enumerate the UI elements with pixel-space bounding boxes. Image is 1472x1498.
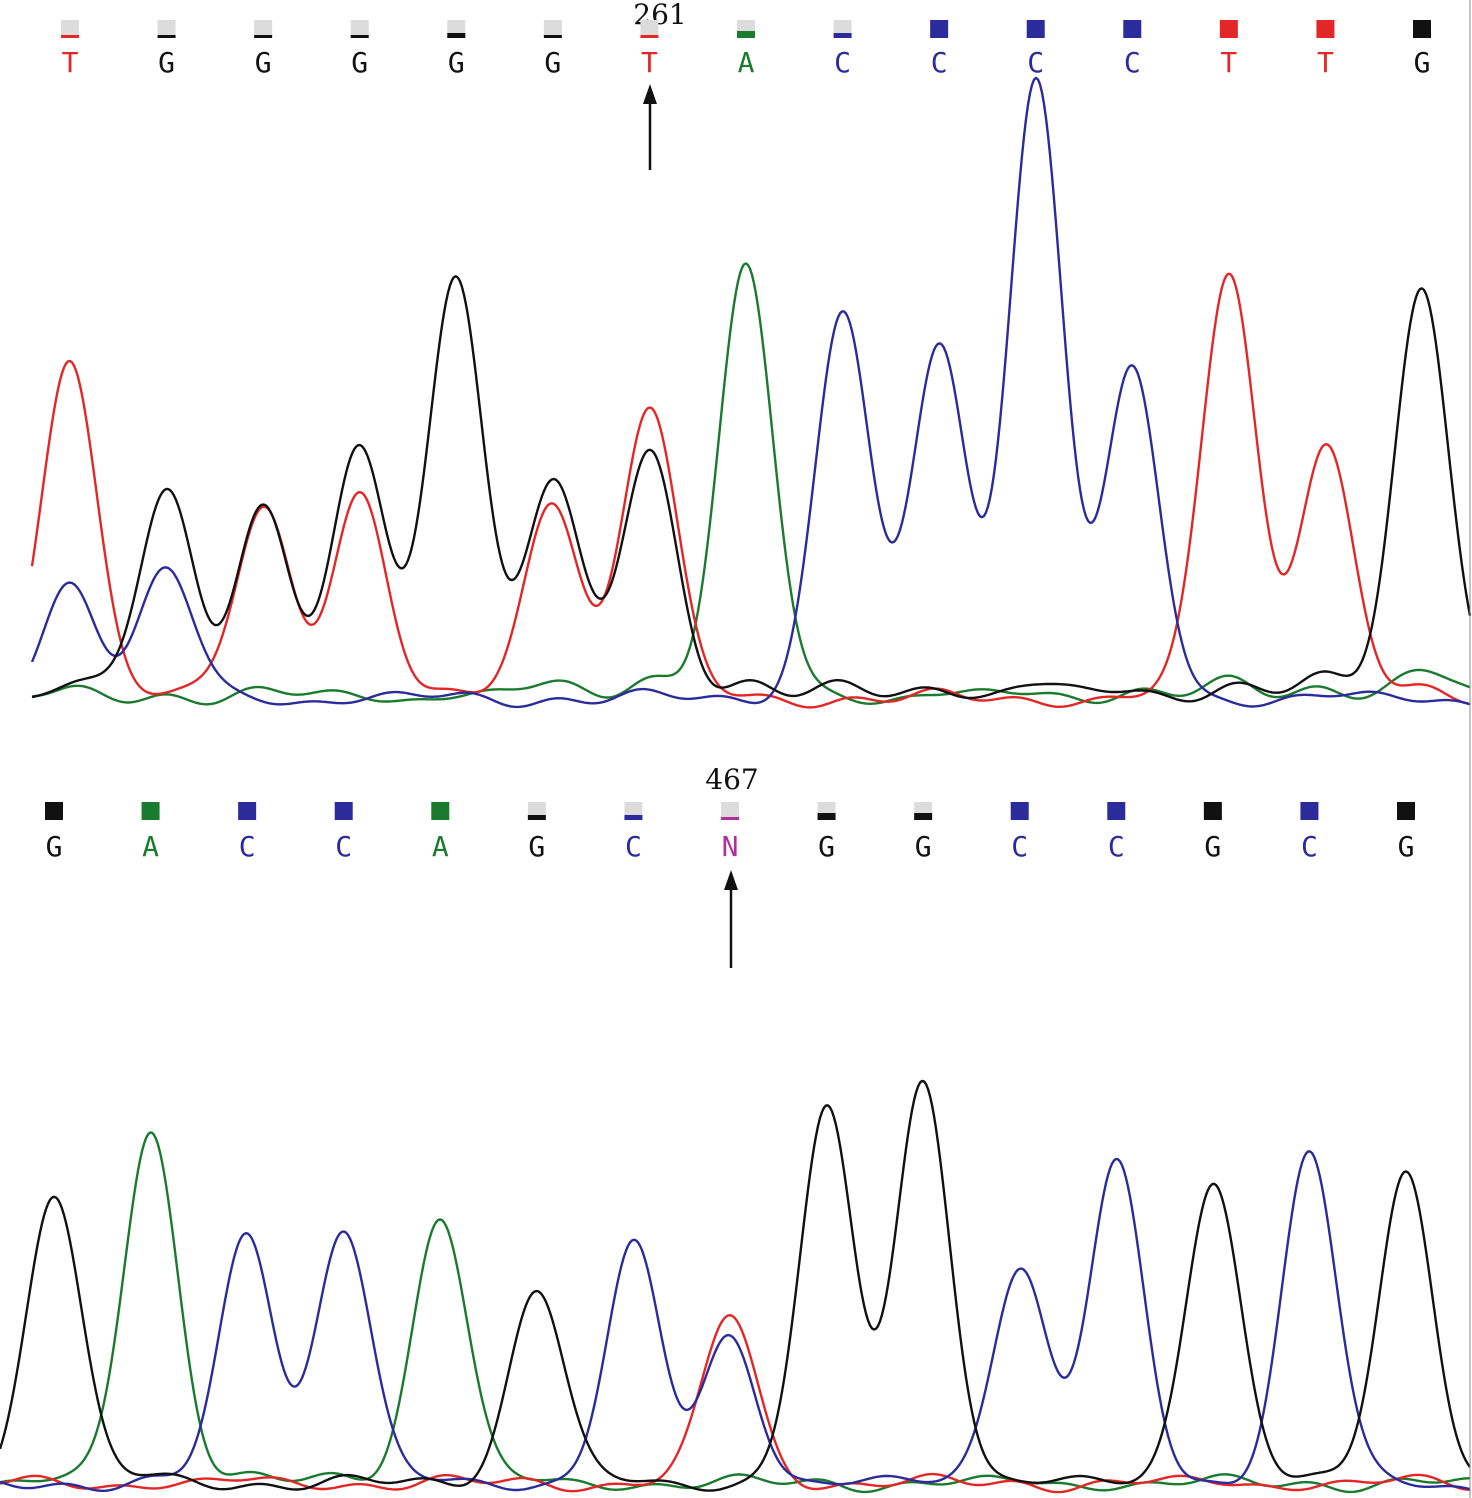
quality-bar: [1026, 20, 1045, 38]
quality-bar: [1203, 802, 1222, 820]
quality-bar: [1397, 802, 1415, 820]
marker-arrow-467: [724, 870, 738, 968]
quality-bar: [334, 802, 353, 820]
base-call-label: T: [1317, 46, 1334, 79]
base-call-label: G: [544, 46, 561, 79]
base-call-label: G: [915, 830, 932, 863]
base-call-label: N: [722, 830, 739, 863]
quality-bar: [61, 20, 79, 38]
position-label-467: 467: [705, 763, 758, 796]
quality-bar: [1300, 802, 1319, 820]
quality-bar-fill: [61, 35, 79, 38]
base-call-label: T: [1220, 46, 1237, 79]
quality-bar: [238, 802, 257, 820]
quality-bar: [45, 802, 63, 820]
trace-a: [31, 262, 1471, 706]
base-call-label: G: [528, 830, 545, 863]
base-call-label: A: [432, 830, 449, 863]
quality-bar: [1010, 802, 1029, 820]
trace-c: [30, 76, 1471, 709]
quality-bar-fill: [737, 31, 755, 38]
base-call-label: T: [641, 46, 658, 79]
quality-bar-fill: [350, 35, 369, 38]
chromatogram-panel-bottom: 467 G A C C A G C N G G C C G C G: [0, 763, 1471, 1494]
trace-t: [30, 272, 1471, 709]
trace-c: [0, 1150, 1471, 1492]
base-call-label: A: [738, 46, 755, 79]
quality-bars: [61, 20, 1431, 38]
base-call-label: T: [62, 46, 79, 79]
trace-a: [0, 1131, 1471, 1494]
trace-layer: [0, 1079, 1471, 1494]
base-call-label: C: [1027, 46, 1044, 79]
base-call-label: G: [1414, 46, 1431, 79]
base-call-label: C: [1108, 830, 1125, 863]
quality-bar-fill: [817, 813, 836, 820]
quality-bar: [254, 20, 273, 38]
trace-g: [0, 1079, 1471, 1492]
quality-bar: [640, 20, 659, 38]
base-call-label: C: [1301, 830, 1318, 863]
base-call-label: C: [335, 830, 352, 863]
quality-bars: [45, 802, 1415, 820]
base-call-label: G: [351, 46, 368, 79]
base-call-label: C: [1124, 46, 1141, 79]
base-call-label: C: [239, 830, 256, 863]
trace-g: [31, 275, 1472, 703]
base-call-label: G: [818, 830, 835, 863]
quality-bar-fill: [254, 35, 273, 38]
quality-bar-fill: [543, 35, 562, 38]
quality-bar-fill: [914, 813, 933, 820]
quality-bar: [141, 802, 160, 820]
quality-bar-fill: [624, 815, 643, 820]
quality-bar: [157, 20, 176, 38]
quality-bar: [1219, 20, 1238, 38]
quality-bar-fill: [447, 33, 466, 38]
quality-bar: [1316, 20, 1335, 38]
marker-arrow-261: [643, 84, 657, 170]
base-call-label: G: [1398, 830, 1415, 863]
quality-bar-fill: [833, 33, 852, 38]
base-call-label: G: [46, 830, 63, 863]
quality-bar: [930, 20, 949, 38]
base-call-label: G: [448, 46, 465, 79]
base-call-label: A: [142, 830, 159, 863]
quality-bar-fill: [527, 815, 546, 820]
base-call-label: C: [834, 46, 851, 79]
quality-bar-fill: [721, 817, 739, 820]
trace-layer: [30, 76, 1472, 709]
quality-bar: [1107, 802, 1126, 820]
base-call-label: C: [625, 830, 642, 863]
quality-bar: [1123, 20, 1142, 38]
quality-bar-fill: [640, 35, 659, 38]
quality-bar: [543, 20, 562, 38]
trace-t: [0, 1314, 1471, 1494]
base-call-label: G: [255, 46, 272, 79]
quality-bar: [350, 20, 369, 38]
quality-bar: [1413, 20, 1431, 38]
quality-bar: [431, 802, 450, 820]
base-call-label: G: [1204, 830, 1221, 863]
base-call-label: C: [1011, 830, 1028, 863]
quality-bar-fill: [157, 35, 176, 38]
base-call-label: C: [931, 46, 948, 79]
base-call-label: G: [158, 46, 175, 79]
quality-bar: [721, 802, 739, 820]
